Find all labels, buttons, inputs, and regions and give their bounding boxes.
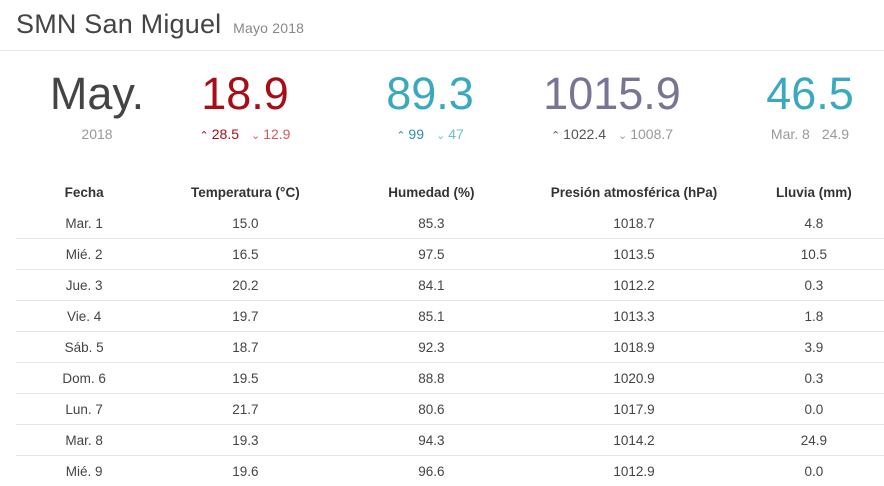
cell-date: Vie. 4: [16, 301, 152, 332]
cell-humidity: 96.6: [338, 456, 524, 486]
chevron-down-icon: ⌄: [436, 129, 445, 142]
cell-rain: 0.0: [744, 456, 884, 486]
cell-pressure: 1018.7: [524, 208, 743, 239]
rain-max-value: 24.9: [822, 126, 849, 142]
cell-temperature: 19.7: [152, 301, 338, 332]
cell-pressure: 1017.9: [524, 394, 743, 425]
pressure-max: ⌃1022.4: [551, 126, 606, 142]
rain-total: 46.5: [740, 68, 880, 120]
cell-date: Mar. 1: [16, 208, 152, 239]
table-row: Mar. 1 15.0 85.3 1018.7 4.8: [16, 208, 884, 239]
cell-humidity: 85.1: [338, 301, 524, 332]
cell-date: Mié. 2: [16, 239, 152, 270]
stat-humidity: 89.3 ⌃99 ⌄47: [355, 68, 505, 142]
table-row: Jue. 3 20.2 84.1 1012.2 0.3: [16, 270, 884, 301]
chevron-down-icon: ⌄: [251, 129, 260, 142]
cell-rain: 24.9: [744, 425, 884, 456]
cell-pressure: 1013.3: [524, 301, 743, 332]
humidity-average: 89.3: [355, 68, 505, 120]
cell-temperature: 18.7: [152, 332, 338, 363]
temperature-min: ⌄12.9: [251, 126, 290, 142]
humidity-min: ⌄47: [436, 126, 464, 142]
humidity-max: ⌃99: [396, 126, 424, 142]
cell-temperature: 15.0: [152, 208, 338, 239]
cell-pressure: 1012.2: [524, 270, 743, 301]
stat-temperature: 18.9 ⌃28.5 ⌄12.9: [170, 68, 320, 142]
chevron-up-icon: ⌃: [551, 129, 560, 142]
cell-date: Mié. 9: [16, 456, 152, 486]
rain-max: Mar. 8 24.9: [740, 126, 880, 142]
cell-humidity: 80.6: [338, 394, 524, 425]
cell-humidity: 85.3: [338, 208, 524, 239]
cell-rain: 4.8: [744, 208, 884, 239]
column-header-temperature: Temperatura (°C): [152, 176, 338, 208]
cell-temperature: 19.3: [152, 425, 338, 456]
table-row: Mié. 9 19.6 96.6 1012.9 0.0: [16, 456, 884, 486]
cell-date: Lun. 7: [16, 394, 152, 425]
page-title: SMN San Miguel Mayo 2018: [16, 9, 304, 40]
station-name: SMN San Miguel: [16, 9, 221, 39]
cell-humidity: 88.8: [338, 363, 524, 394]
cell-humidity: 94.3: [338, 425, 524, 456]
cell-temperature: 20.2: [152, 270, 338, 301]
pressure-average: 1015.9: [532, 68, 692, 120]
table-header-row: Fecha Temperatura (°C) Humedad (%) Presi…: [16, 176, 884, 208]
cell-date: Mar. 8: [16, 425, 152, 456]
cell-temperature: 21.7: [152, 394, 338, 425]
chevron-up-icon: ⌃: [396, 129, 405, 142]
cell-rain: 0.3: [744, 363, 884, 394]
table-row: Mié. 2 16.5 97.5 1013.5 10.5: [16, 239, 884, 270]
chevron-down-icon: ⌄: [618, 129, 627, 142]
cell-rain: 3.9: [744, 332, 884, 363]
cell-date: Jue. 3: [16, 270, 152, 301]
cell-pressure: 1012.9: [524, 456, 743, 486]
column-header-rain: Lluvia (mm): [744, 176, 884, 208]
period-year: 2018: [22, 126, 172, 142]
table-row: Sáb. 5 18.7 92.3 1018.9 3.9: [16, 332, 884, 363]
column-header-pressure: Presión atmosférica (hPa): [524, 176, 743, 208]
top-bar: SMN San Miguel Mayo 2018: [0, 0, 884, 51]
cell-rain: 0.3: [744, 270, 884, 301]
chevron-up-icon: ⌃: [200, 129, 209, 142]
stat-period: May. 2018: [22, 68, 172, 142]
cell-pressure: 1013.5: [524, 239, 743, 270]
temperature-range: ⌃28.5 ⌄12.9: [170, 126, 320, 142]
cell-rain: 1.8: [744, 301, 884, 332]
cell-temperature: 16.5: [152, 239, 338, 270]
humidity-range: ⌃99 ⌄47: [355, 126, 505, 142]
page-subtitle: Mayo 2018: [233, 20, 304, 36]
period-month: May.: [22, 68, 172, 120]
cell-temperature: 19.5: [152, 363, 338, 394]
cell-humidity: 92.3: [338, 332, 524, 363]
cell-rain: 0.0: [744, 394, 884, 425]
temperature-average: 18.9: [170, 68, 320, 120]
cell-date: Dom. 6: [16, 363, 152, 394]
cell-rain: 10.5: [744, 239, 884, 270]
table-row: Vie. 4 19.7 85.1 1013.3 1.8: [16, 301, 884, 332]
column-header-humidity: Humedad (%): [338, 176, 524, 208]
stat-pressure: 1015.9 ⌃1022.4 ⌄1008.7: [532, 68, 692, 142]
table-row: Mar. 8 19.3 94.3 1014.2 24.9: [16, 425, 884, 456]
rain-max-day: Mar. 8: [771, 126, 810, 142]
cell-pressure: 1014.2: [524, 425, 743, 456]
cell-humidity: 84.1: [338, 270, 524, 301]
pressure-range: ⌃1022.4 ⌄1008.7: [532, 126, 692, 142]
temperature-max: ⌃28.5: [200, 126, 239, 142]
cell-date: Sáb. 5: [16, 332, 152, 363]
cell-pressure: 1018.9: [524, 332, 743, 363]
stat-rain: 46.5 Mar. 8 24.9: [740, 68, 880, 142]
pressure-min: ⌄1008.7: [618, 126, 673, 142]
column-header-date: Fecha: [16, 176, 152, 208]
daily-table: Fecha Temperatura (°C) Humedad (%) Presi…: [16, 176, 884, 486]
cell-pressure: 1020.9: [524, 363, 743, 394]
cell-humidity: 97.5: [338, 239, 524, 270]
table-row: Lun. 7 21.7 80.6 1017.9 0.0: [16, 394, 884, 425]
table-row: Dom. 6 19.5 88.8 1020.9 0.3: [16, 363, 884, 394]
cell-temperature: 19.6: [152, 456, 338, 486]
